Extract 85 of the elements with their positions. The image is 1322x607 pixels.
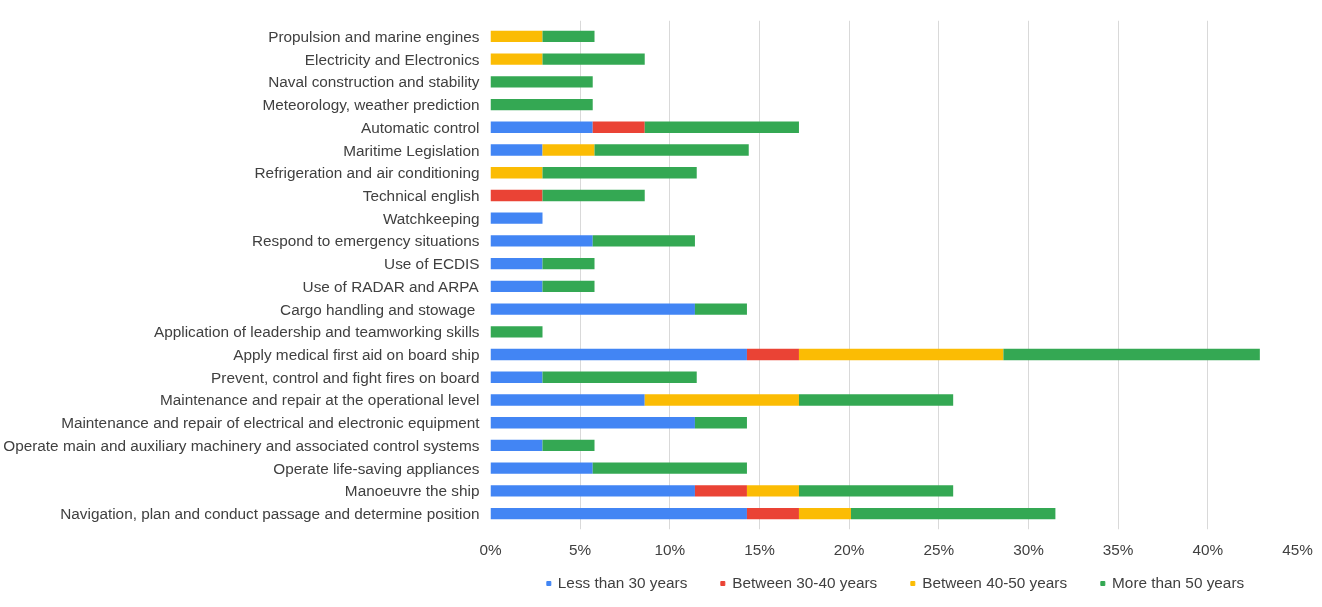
bar	[490, 417, 695, 429]
y-tick-label: Use of RADAR and ARPA	[302, 277, 480, 295]
bar	[644, 394, 799, 406]
bar	[490, 326, 543, 338]
y-tick-label: Operate life-saving appliances	[273, 459, 480, 477]
legend-label: More than 50 years	[1112, 573, 1245, 592]
y-tick-label: Maritime Legislation	[343, 141, 480, 159]
bar	[490, 462, 593, 474]
bar	[694, 485, 747, 497]
bar	[490, 303, 695, 315]
x-tick-label: 30%	[1013, 540, 1045, 558]
y-tick-label: Use of ECDIS	[384, 255, 480, 273]
bar	[490, 53, 543, 65]
bar	[542, 144, 595, 156]
y-tick-label: Prevent, control and fight fires on board	[211, 368, 480, 386]
bar	[490, 167, 543, 179]
bar	[542, 30, 595, 43]
bar	[542, 371, 697, 383]
bar	[490, 348, 747, 361]
y-tick-label: Operate main and auxiliary machinery and associated control systems	[3, 436, 480, 454]
x-tick-label: 45%	[1282, 540, 1314, 558]
x-tick-label: 20%	[833, 540, 865, 558]
bar	[592, 235, 695, 247]
bar	[490, 394, 645, 406]
bar	[798, 348, 1004, 361]
x-tick-label: 10%	[654, 540, 686, 558]
bar	[490, 439, 543, 452]
bar	[644, 121, 799, 133]
bar	[592, 462, 747, 474]
y-tick-label: Electricity and Electronics	[304, 50, 480, 68]
y-tick-label: Maintenance and repair at the operational level	[159, 391, 480, 409]
x-tick-label: 40%	[1192, 540, 1224, 558]
bar	[490, 212, 543, 224]
bar	[694, 303, 747, 315]
y-tick-label: Refrigeration and air conditioning	[254, 164, 480, 182]
y-tick-label: Maintenance and repair of electrical and electronic equipment	[61, 414, 481, 432]
y-tick-label: Meteorology, weather prediction	[262, 96, 480, 114]
bar	[746, 485, 799, 497]
legend-label: Between 30-40 years	[732, 573, 878, 592]
bar	[592, 121, 645, 133]
bar	[746, 507, 799, 520]
bar	[542, 439, 595, 452]
bar	[490, 235, 593, 247]
bar	[850, 507, 1056, 520]
y-tick-label: Cargo handling and stowage	[280, 300, 476, 318]
y-tick-label: Application of leadership and teamworking skills	[154, 323, 480, 341]
y-tick-label: Apply medical first aid on board ship	[233, 346, 480, 364]
bar	[694, 417, 747, 429]
y-tick-label: Naval construction and stability	[268, 73, 480, 91]
bar	[490, 189, 543, 202]
bar	[1003, 348, 1260, 361]
bar	[490, 30, 543, 43]
legend-label: Between 40-50 years	[922, 573, 1068, 592]
bar	[490, 121, 593, 133]
bar	[490, 485, 695, 497]
bar	[798, 394, 954, 406]
bar	[490, 507, 747, 520]
y-tick-label: Technical english	[362, 186, 480, 204]
x-tick-label: 0%	[479, 540, 502, 558]
bar	[594, 144, 749, 156]
y-tick-label: Propulsion and marine engines	[268, 27, 480, 45]
x-tick-label: 5%	[569, 540, 592, 558]
bar	[542, 167, 697, 179]
bar	[542, 189, 645, 202]
bar	[542, 280, 595, 293]
bar	[542, 53, 645, 65]
bar	[490, 98, 593, 111]
x-tick-label: 35%	[1102, 540, 1134, 558]
y-tick-label: Manoeuvre the ship	[344, 482, 480, 500]
bar	[490, 76, 593, 88]
bar	[798, 485, 954, 497]
bar	[542, 257, 595, 270]
x-tick-label: 15%	[744, 540, 776, 558]
y-tick-label: Respond to emergency situations	[252, 232, 480, 250]
bar	[490, 257, 543, 270]
bar	[490, 280, 543, 293]
y-tick-label: Watchkeeping	[382, 209, 480, 227]
bar	[490, 144, 543, 156]
x-tick-label: 25%	[923, 540, 955, 558]
y-tick-label: Automatic control	[361, 118, 480, 136]
bar	[490, 371, 543, 383]
bar	[746, 348, 799, 361]
y-tick-label: Navigation, plan and conduct passage and determine position	[60, 505, 480, 523]
bar	[798, 507, 851, 520]
legend-label: Less than 30 years	[557, 573, 688, 592]
